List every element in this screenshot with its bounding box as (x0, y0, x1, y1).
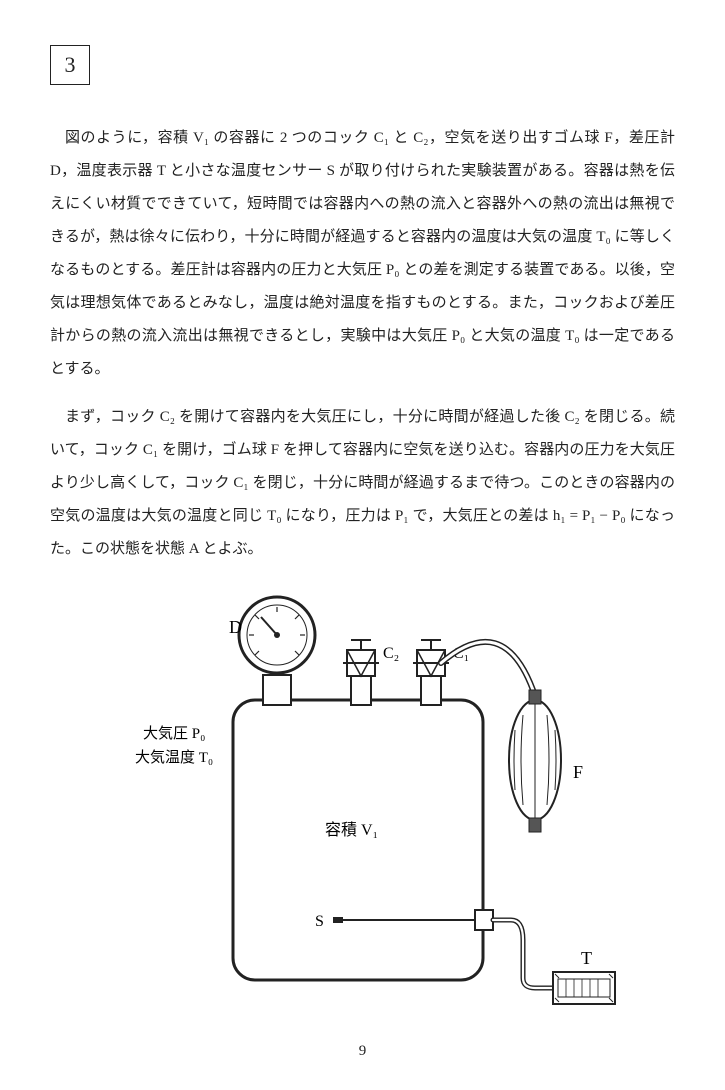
label-temperature: 大気温度 T₀ (135, 749, 213, 766)
label-S: S (315, 913, 324, 930)
paragraph-1: 図のように，容積 V₁ の容器に 2 つのコック C₁ と C₂，空気を送り出す… (50, 122, 675, 386)
label-T: T (581, 948, 592, 968)
apparatus-diagram: D C₂ C₁ F 大気圧 P₀ 大気温度 T₀ 容積 V₁ (103, 580, 623, 1025)
cock-c2 (343, 640, 379, 676)
paragraph-2: まず，コック C₂ を開けて容器内を大気圧にし，十分に時間が経過した後 C₂ を… (50, 401, 675, 566)
label-D: D (229, 617, 242, 637)
temperature-display-T (553, 972, 615, 1004)
question-number-box: 3 (50, 45, 90, 85)
label-pressure: 大気圧 P₀ (143, 725, 205, 742)
page-number: 9 (50, 1043, 675, 1060)
label-F: F (573, 762, 583, 782)
label-volume: 容積 V₁ (325, 821, 378, 839)
label-C2: C₂ (383, 645, 399, 662)
rubber-bulb-F (509, 690, 561, 832)
